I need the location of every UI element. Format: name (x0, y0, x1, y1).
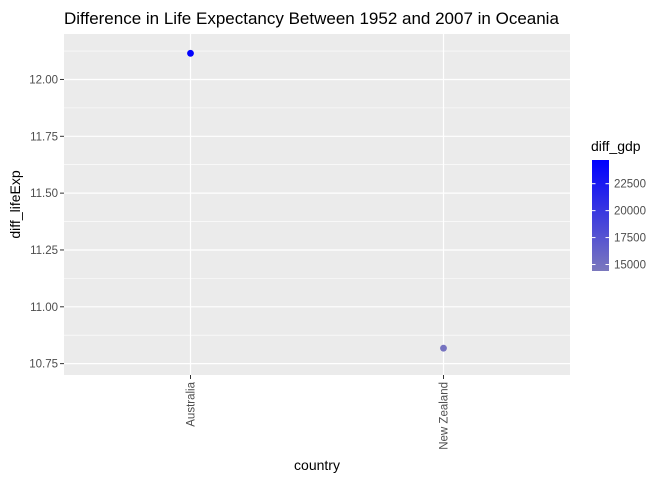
y-tick-label: 10.75 (29, 359, 58, 371)
y-axis-title: diff_lifeExp (7, 170, 23, 238)
legend-title: diff_gdp (591, 138, 641, 154)
legend-label: 22500 (614, 179, 646, 191)
x-axis-title: country (294, 457, 340, 473)
data-point (440, 344, 447, 352)
legend-ticks: 15000 17500 20000 22500 (592, 179, 646, 272)
x-tick-label: Australia (186, 381, 198, 426)
minor-gridlines (64, 50, 570, 336)
legend-colorbar (592, 160, 609, 271)
chart-title: Difference in Life Expectancy Between 19… (64, 9, 559, 28)
y-tick-label: 11.75 (30, 131, 58, 143)
y-tick-label: 11.25 (30, 245, 58, 257)
y-tick-label: 12.00 (29, 74, 58, 86)
legend-label: 20000 (614, 206, 646, 218)
legend-label: 17500 (614, 233, 646, 245)
legend: diff_gdp 15000 17500 20000 22500 (591, 138, 646, 272)
major-gridlines (64, 34, 570, 375)
legend-label: 15000 (614, 260, 646, 272)
data-point (187, 49, 194, 57)
y-tick-label: 11.00 (30, 302, 58, 314)
y-axis-ticks: 10.75 11.00 11.25 11.50 11.75 12.00 (29, 74, 64, 371)
data-points (187, 49, 447, 352)
x-axis-ticks: Australia New Zealand (186, 375, 451, 450)
plot-panel (64, 34, 570, 375)
y-tick-label: 11.50 (30, 188, 58, 200)
x-tick-label: New Zealand (439, 382, 451, 450)
